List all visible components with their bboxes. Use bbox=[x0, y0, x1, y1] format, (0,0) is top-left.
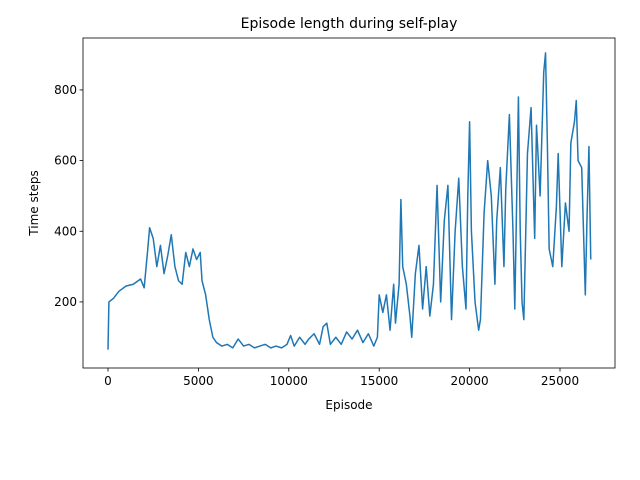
x-tick-label: 15000 bbox=[360, 374, 398, 388]
plot-area: 0 5000 10000 15000 20000 25000 200 400 600 800 bbox=[54, 52, 592, 388]
y-tick-label: 800 bbox=[54, 83, 77, 97]
x-tick-label: 0 bbox=[104, 374, 112, 388]
y-tick-label: 400 bbox=[54, 224, 77, 238]
y-tick-label: 200 bbox=[54, 295, 77, 309]
axes-frame bbox=[82, 37, 616, 369]
x-tick-label: 25000 bbox=[541, 374, 579, 388]
x-tick-label: 10000 bbox=[270, 374, 308, 388]
data-line bbox=[107, 52, 592, 350]
x-axis-label: Episode bbox=[325, 398, 372, 412]
x-tick-label: 5000 bbox=[183, 374, 214, 388]
y-axis-label: Time steps bbox=[27, 170, 41, 236]
x-tick-label: 20000 bbox=[451, 374, 489, 388]
chart-title: Episode length during self-play bbox=[241, 16, 458, 32]
y-tick-label: 600 bbox=[54, 154, 77, 168]
